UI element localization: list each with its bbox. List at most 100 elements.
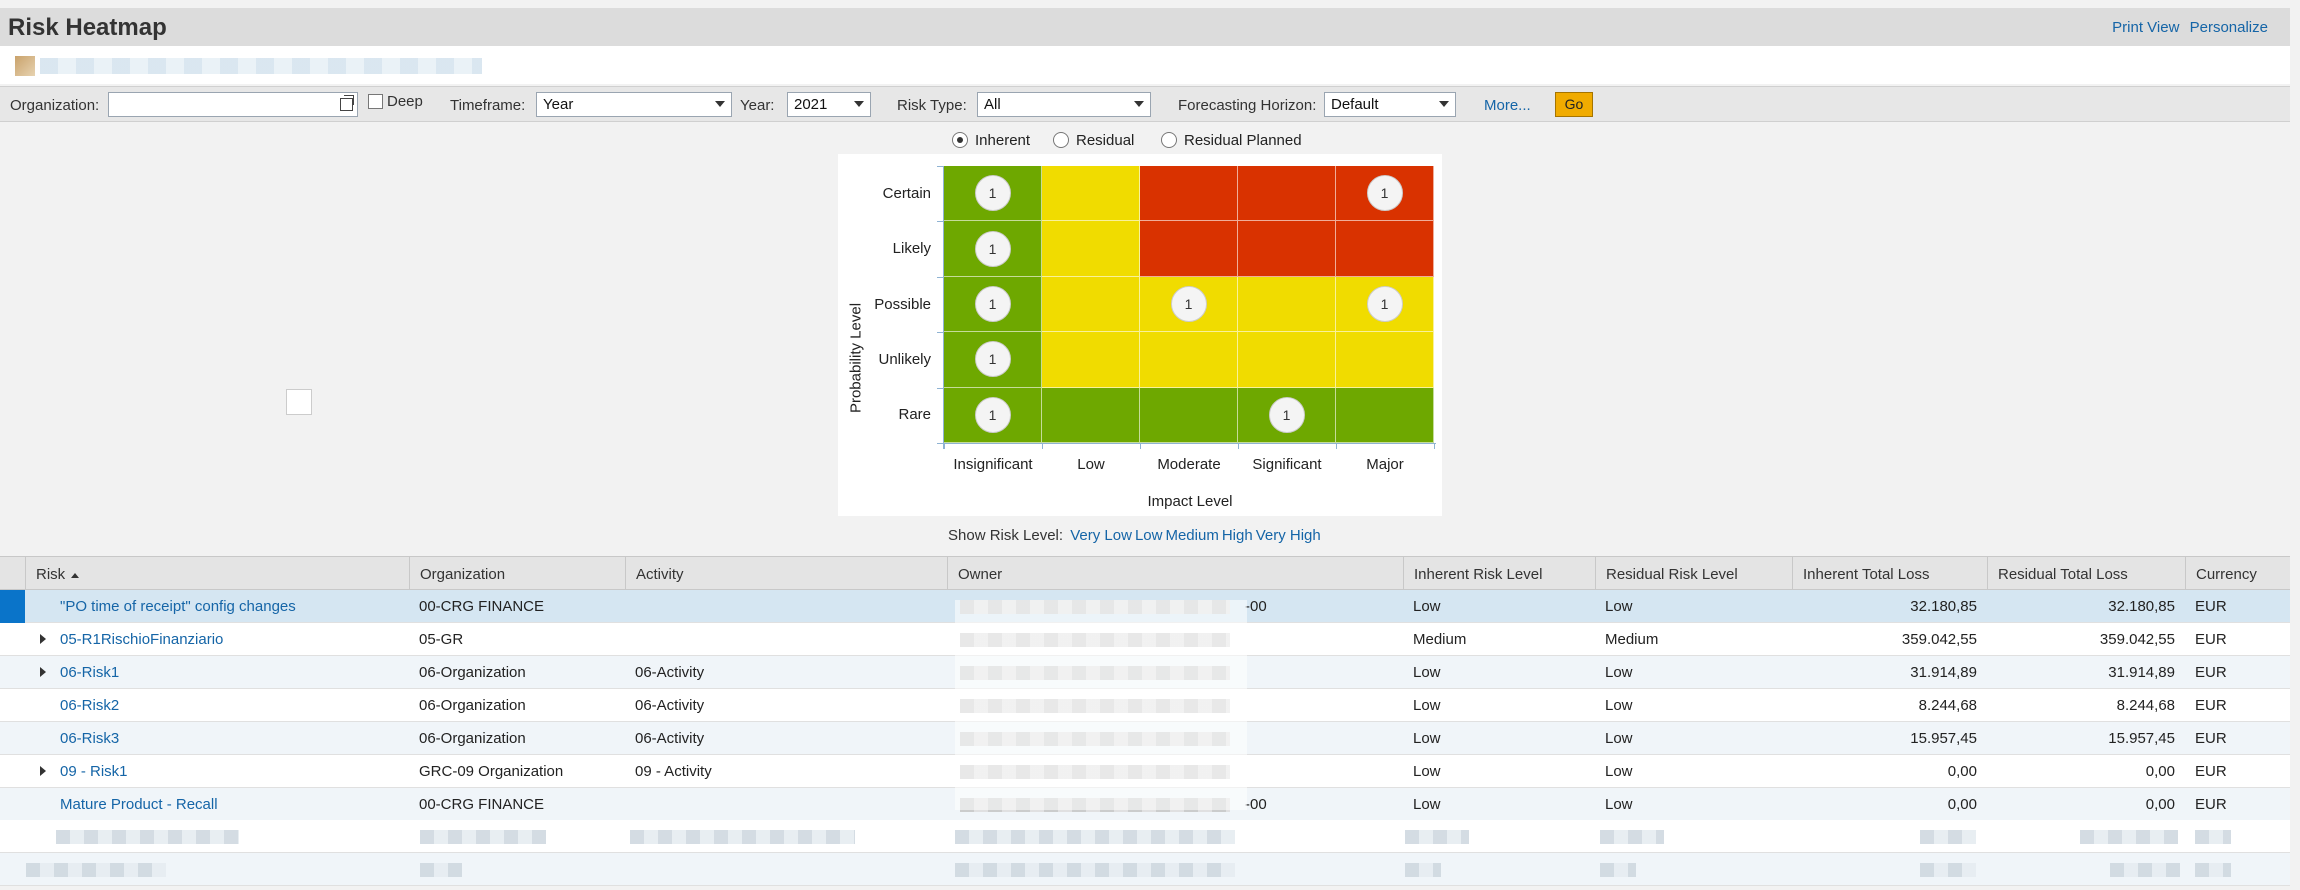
cell-residual-loss: 31.914,89 <box>2108 664 2175 681</box>
more-link[interactable]: More... <box>1484 97 1531 114</box>
heatmap-cell[interactable]: 1 <box>1238 387 1336 443</box>
y-tick-label: Certain <box>882 184 931 202</box>
cell-risk[interactable]: 06-Risk3 <box>60 730 120 747</box>
heatmap-cell[interactable] <box>1238 276 1336 333</box>
heatmap-cell[interactable] <box>1336 387 1434 443</box>
organization-input[interactable] <box>108 92 358 117</box>
cell-risk[interactable]: 05-R1RischioFinanziario <box>60 631 224 648</box>
cell-owner <box>1235 755 1403 788</box>
risk-level-link[interactable]: High <box>1221 527 1253 544</box>
heatmap-cell[interactable] <box>1042 221 1140 277</box>
timeframe-select[interactable]: Year <box>536 92 732 117</box>
col-residual-risk-level[interactable]: Residual Risk Level <box>1595 557 1792 591</box>
heatmap-cell[interactable] <box>1042 276 1140 333</box>
heatmap-cell[interactable]: 1 <box>944 276 1042 333</box>
cell-organization: 06-Organization <box>419 664 526 681</box>
heatmap-grid: 1 1 1 1 1 1 1 1 1 <box>944 166 1434 443</box>
heatmap-cell[interactable]: 1 <box>1336 276 1434 333</box>
cell-risk[interactable]: 06-Risk2 <box>60 697 120 714</box>
cell-inherent: Low <box>1413 796 1441 813</box>
deep-label: Deep <box>387 93 423 110</box>
year-label: Year: <box>740 97 775 114</box>
forecasting-horizon-select[interactable]: Default <box>1324 92 1456 117</box>
risk-level-link[interactable]: Very Low <box>1070 527 1132 544</box>
cell-risk[interactable]: 09 - Risk1 <box>60 763 128 780</box>
risk-count-bubble[interactable]: 1 <box>974 396 1011 433</box>
heatmap-cell[interactable] <box>1238 221 1336 277</box>
y-axis-tick <box>937 221 943 223</box>
heatmap-cell[interactable]: 1 <box>944 221 1042 277</box>
cell-inherent-loss: 31.914,89 <box>1910 664 1977 681</box>
heatmap-cell[interactable]: 1 <box>944 332 1042 388</box>
heatmap-cell[interactable] <box>1140 332 1238 388</box>
radio-dot[interactable] <box>952 132 968 148</box>
radio-inherent[interactable]: Inherent <box>952 130 1030 150</box>
radio-residual[interactable]: Residual <box>1053 130 1134 150</box>
x-axis-tick <box>1434 443 1435 449</box>
risk-count-bubble[interactable]: 1 <box>1268 396 1305 433</box>
col-inherent-risk-level[interactable]: Inherent Risk Level <box>1403 557 1595 591</box>
value-help-icon[interactable] <box>340 95 354 111</box>
heatmap-cell[interactable]: 1 <box>1140 276 1238 333</box>
print-view-link[interactable]: Print View <box>2112 19 2180 36</box>
cell-organization: 05-GR <box>419 631 464 648</box>
chevron-down-icon <box>854 101 864 107</box>
expand-icon[interactable] <box>40 667 46 677</box>
year-select[interactable]: 2021 <box>787 92 871 117</box>
risk-count-bubble[interactable]: 1 <box>974 175 1011 212</box>
heatmap-cell[interactable]: 1 <box>1336 166 1434 222</box>
heatmap-cell[interactable]: 1 <box>944 387 1042 443</box>
heatmap-cell[interactable] <box>1140 221 1238 277</box>
risk-level-link[interactable]: Medium <box>1165 527 1219 544</box>
heatmap-cell[interactable]: 1 <box>944 166 1042 222</box>
cell-inherent-loss: 32.180,85 <box>1910 598 1977 615</box>
risk-count-bubble[interactable]: 1 <box>1170 285 1207 322</box>
radio-dot[interactable] <box>1053 132 1069 148</box>
col-owner[interactable]: Owner <box>947 557 1403 591</box>
risk-level-link[interactable]: Very High <box>1255 527 1321 544</box>
row-selector[interactable] <box>0 590 25 623</box>
risk-count-bubble[interactable]: 1 <box>974 230 1011 267</box>
heatmap-cell[interactable] <box>1042 387 1140 443</box>
heatmap-cell[interactable] <box>1336 332 1434 388</box>
deep-checkbox[interactable] <box>368 94 383 109</box>
col-residual-total-loss[interactable]: Residual Total Loss <box>1987 557 2185 591</box>
col-inherent-total-loss[interactable]: Inherent Total Loss <box>1792 557 1987 591</box>
col-risk[interactable]: Risk <box>25 557 409 591</box>
risk-count-bubble[interactable]: 1 <box>974 285 1011 322</box>
personalize-link[interactable]: Personalize <box>2189 19 2268 36</box>
cell-risk[interactable]: Mature Product - Recall <box>60 796 218 813</box>
risk-type-select[interactable]: All <box>977 92 1151 117</box>
timeframe-label: Timeframe: <box>450 97 526 114</box>
cell-currency: EUR <box>2195 763 2227 780</box>
expand-icon[interactable] <box>40 634 46 644</box>
risk-count-bubble[interactable]: 1 <box>1366 285 1403 322</box>
heatmap-cell[interactable] <box>1042 332 1140 388</box>
heatmap-cell[interactable] <box>1140 387 1238 443</box>
cell-risk[interactable]: "PO time of receipt" config changes <box>60 598 296 615</box>
cell-residual: Low <box>1605 664 1633 681</box>
cell-currency: EUR <box>2195 730 2227 747</box>
heatmap-cell[interactable] <box>1238 332 1336 388</box>
risk-count-bubble[interactable]: 1 <box>974 341 1011 378</box>
x-axis-tick <box>1336 443 1337 449</box>
filter-bar: Organization: Deep Timeframe: Year Year:… <box>0 86 2290 122</box>
cell-organization: 06-Organization <box>419 697 526 714</box>
heatmap-cell[interactable] <box>1042 166 1140 222</box>
col-activity[interactable]: Activity <box>625 557 947 591</box>
go-button[interactable]: Go <box>1555 92 1593 117</box>
risk-count-bubble[interactable]: 1 <box>1366 175 1403 212</box>
expand-icon[interactable] <box>40 766 46 776</box>
heatmap-cell[interactable] <box>1238 166 1336 222</box>
radio-residual-planned[interactable]: Residual Planned <box>1161 130 1302 150</box>
risk-level-link[interactable]: Low <box>1134 527 1163 544</box>
cell-risk[interactable]: 06-Risk1 <box>60 664 120 681</box>
radio-dot[interactable] <box>1161 132 1177 148</box>
heatmap-cell[interactable] <box>1336 221 1434 277</box>
heatmap-cell[interactable] <box>1140 166 1238 222</box>
col-organization[interactable]: Organization <box>409 557 625 591</box>
cell-residual-loss: 0,00 <box>2145 796 2175 813</box>
col-currency[interactable]: Currency <box>2185 557 2290 591</box>
x-tick-label: Low <box>1077 456 1105 473</box>
cell-inherent: Low <box>1413 664 1441 681</box>
